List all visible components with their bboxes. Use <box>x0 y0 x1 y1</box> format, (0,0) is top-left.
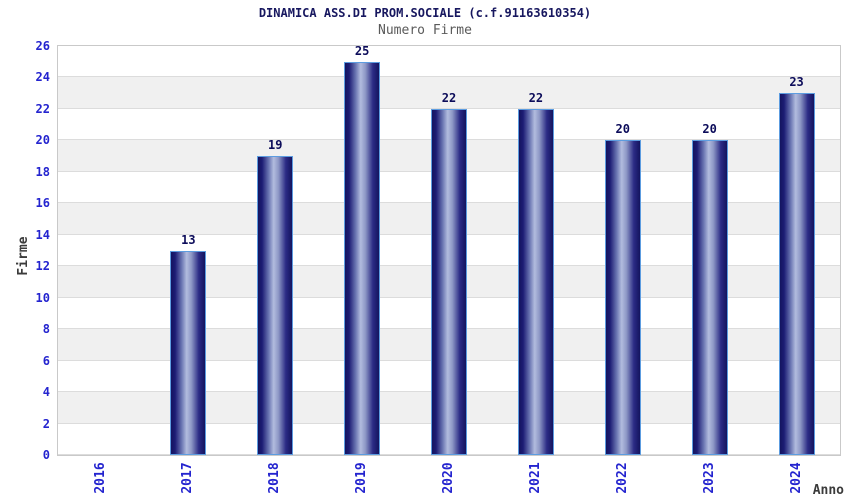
y-tick-label: 22 <box>35 101 50 116</box>
bar-2023 <box>691 140 728 455</box>
plot-band <box>58 77 840 109</box>
x-tick-label: 2021 <box>527 462 543 494</box>
x-tick-label: 2022 <box>614 462 630 494</box>
y-tick-label: 8 <box>42 322 50 337</box>
chart-subtitle: Numero Firme <box>378 23 472 38</box>
y-tick-label: 0 <box>42 448 50 462</box>
y-tick-label: 18 <box>35 164 50 179</box>
y-tick-label: 2 <box>42 416 50 431</box>
bar-2020 <box>431 108 467 455</box>
bar-value-label: 22 <box>441 90 457 105</box>
plot-band <box>58 46 840 78</box>
y-tick-label: 12 <box>35 259 50 274</box>
x-tick-label: 2024 <box>788 462 804 494</box>
y-tick-label: 6 <box>42 353 50 368</box>
x-tick-label: 2017 <box>180 462 196 494</box>
bar-value-label: 20 <box>702 122 717 137</box>
y-tick-label: 14 <box>35 227 50 242</box>
x-tick-label: 2019 <box>354 462 370 494</box>
y-tick-label: 20 <box>35 133 50 148</box>
chart-title: DINAMICA ASS.DI PROM.SOCIALE (c.f.911636… <box>258 6 592 20</box>
bar-2017 <box>170 250 207 455</box>
x-tick-label: 2016 <box>93 462 109 494</box>
y-tick-label: 24 <box>35 70 50 85</box>
x-axis-label: Anno <box>812 483 844 498</box>
x-tick-label: 2023 <box>701 462 717 494</box>
plot-area <box>57 45 841 456</box>
bar-value-label: 20 <box>615 122 630 137</box>
y-tick-label: 10 <box>35 290 50 305</box>
bar-2022 <box>604 140 641 455</box>
y-tick-label: 16 <box>35 196 50 211</box>
bar-value-label: 19 <box>267 138 283 153</box>
bar-value-label: 25 <box>354 43 370 58</box>
bar-value-label: 22 <box>528 90 544 105</box>
bar-2024 <box>778 93 815 455</box>
y-tick-label: 26 <box>35 39 50 53</box>
x-tick-label: 2018 <box>267 462 283 494</box>
bar-2019 <box>344 61 381 455</box>
y-tick-label: 4 <box>42 385 50 400</box>
x-tick-label: 2020 <box>441 462 456 494</box>
bar-2018 <box>257 156 294 455</box>
bar-2021 <box>517 108 554 455</box>
bar-value-label: 23 <box>789 75 804 90</box>
bar-value-label: 13 <box>181 232 196 247</box>
